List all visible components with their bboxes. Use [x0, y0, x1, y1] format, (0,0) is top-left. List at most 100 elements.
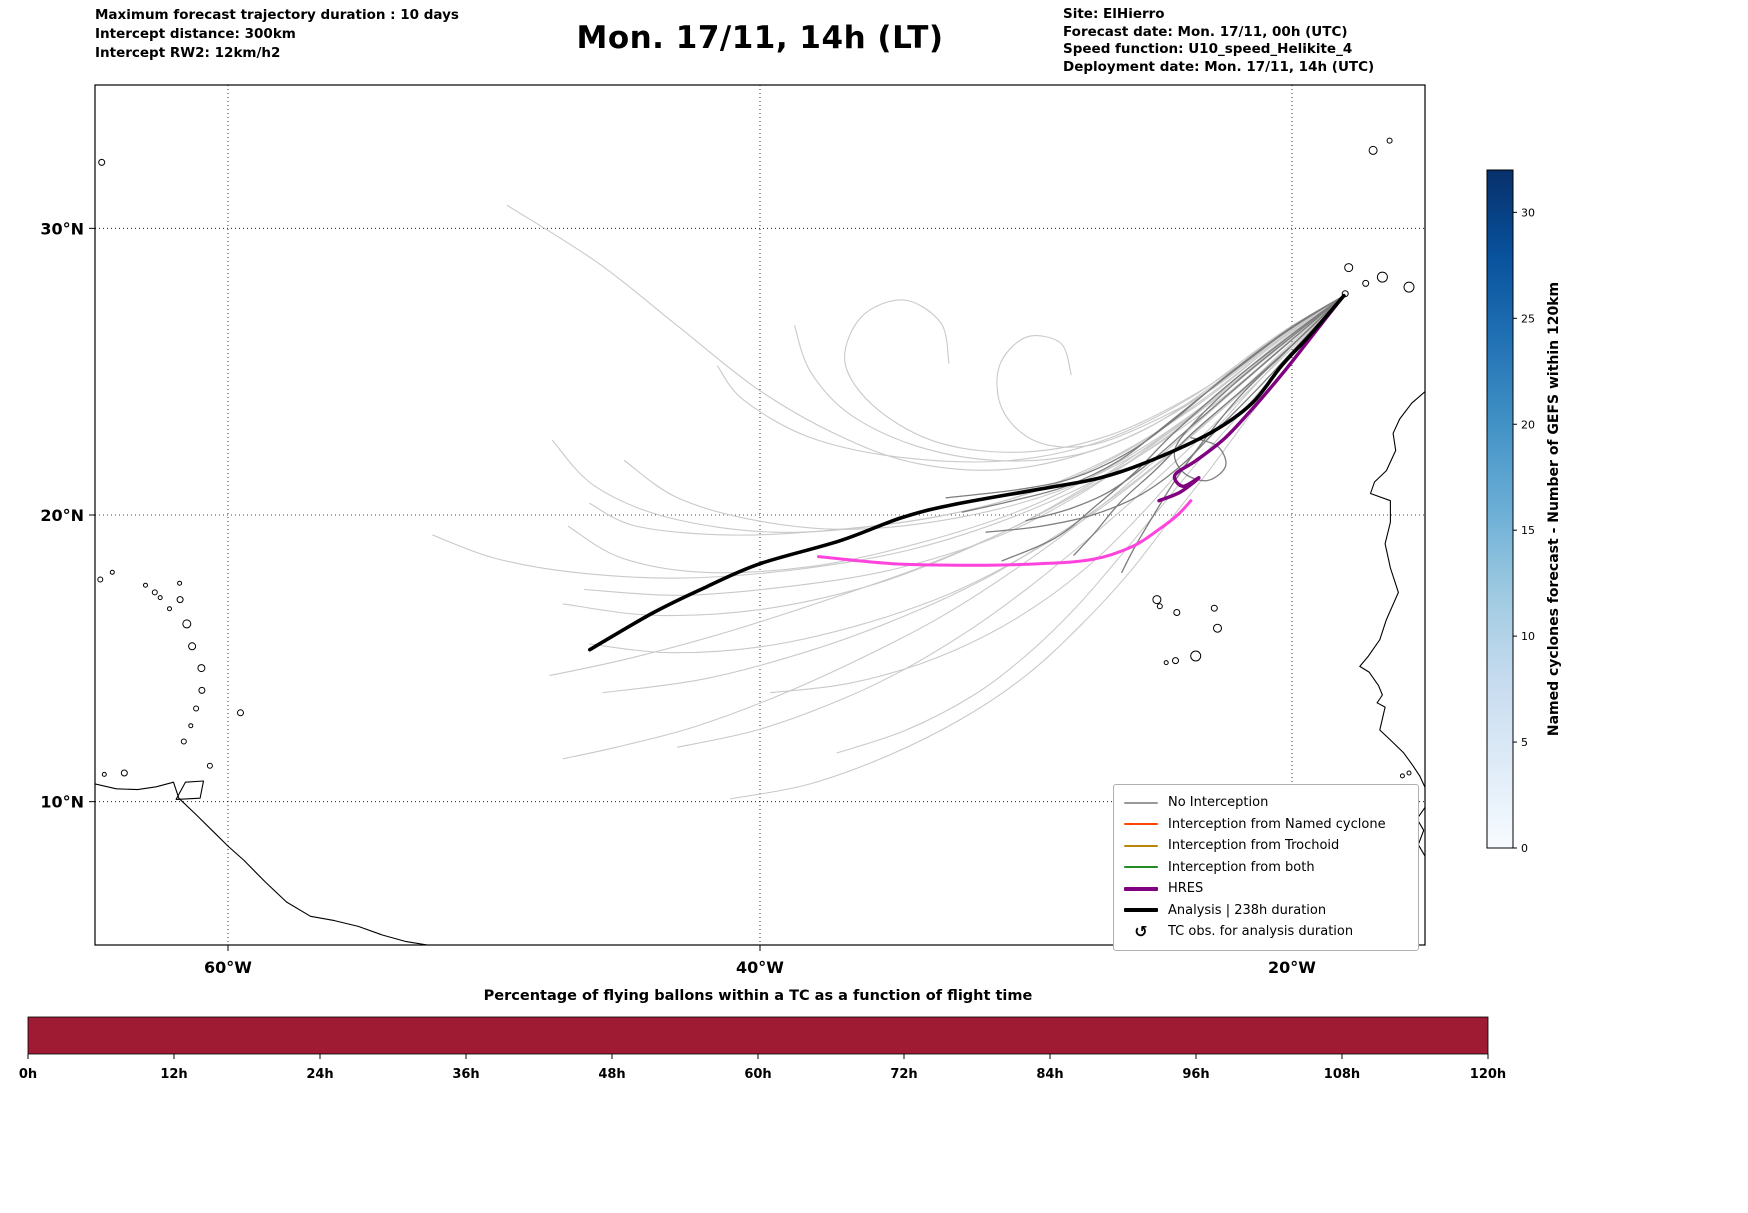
island — [98, 158, 106, 166]
colorbar — [1486, 169, 1514, 849]
lon-tick-label: 40°W — [736, 958, 784, 977]
island — [1376, 271, 1388, 283]
ensemble-trajectory-light — [506, 204, 1345, 471]
figure-title: Mon. 17/11, 14h (LT) — [576, 20, 944, 56]
island — [109, 569, 115, 575]
rotate-ccw-icon: ↺ — [1134, 921, 1148, 941]
island — [1344, 263, 1354, 273]
legend-item-label: Analysis | 238h duration — [1168, 902, 1327, 918]
bottom-tick-label: 96h — [1182, 1067, 1209, 1082]
map-layer — [95, 85, 1425, 945]
hres-trajectory — [1157, 295, 1345, 503]
island — [188, 723, 194, 729]
legend-line-swatch — [1124, 844, 1158, 847]
island — [1386, 137, 1393, 144]
colorbar-tick-label: 15 — [1521, 524, 1535, 537]
hres-magenta-trajectory — [817, 499, 1193, 567]
coastline — [1416, 806, 1425, 857]
ensemble-trajectory-light — [589, 295, 1345, 654]
island — [143, 582, 148, 588]
bottom-tick-label: 120h — [1470, 1067, 1506, 1082]
legend-item-label: HRES — [1168, 881, 1204, 897]
legend-item: Interception from Trochoid — [1124, 835, 1408, 857]
legend-item: Interception from Named cyclone — [1124, 814, 1408, 836]
island — [1406, 770, 1412, 776]
island — [193, 705, 200, 712]
island — [1172, 657, 1179, 665]
legend-line-sample — [1124, 886, 1158, 891]
ensemble-trajectory-light — [844, 295, 1345, 453]
percent-bar — [27, 1016, 1489, 1055]
ensemble-trajectory-light — [996, 295, 1345, 448]
ensemble-trajectory-dark — [961, 295, 1345, 513]
lon-tick-label: 60°W — [204, 958, 252, 977]
colorbar-tick-label: 5 — [1521, 736, 1528, 749]
island — [1368, 145, 1378, 155]
ensemble-trajectory-dark — [945, 295, 1345, 499]
colorbar-tick-label: 30 — [1521, 206, 1535, 219]
island — [1152, 595, 1162, 605]
legend-item: ↺ TC obs. for analysis duration — [1124, 921, 1408, 943]
bottom-tick-label: 12h — [160, 1067, 187, 1082]
ensemble-trajectory-light — [716, 295, 1345, 463]
legend-line-sample — [1124, 844, 1158, 847]
island — [167, 606, 172, 612]
island — [237, 709, 244, 717]
legend-item-label: TC obs. for analysis duration — [1168, 924, 1354, 940]
max-duration-text: Maximum forecast trajectory duration : 1… — [95, 7, 459, 23]
ensemble-trajectory-dark — [1025, 295, 1345, 522]
colorbar-tick-label: 20 — [1521, 418, 1535, 431]
island — [198, 686, 206, 694]
island — [1173, 609, 1181, 616]
legend-line-sample — [1124, 866, 1158, 869]
forecast-date-text: Forecast date: Mon. 17/11, 00h (UTC) — [1063, 23, 1348, 40]
ensemble-trajectory-dark — [1173, 295, 1345, 482]
legend-line-swatch — [1124, 886, 1158, 891]
lat-tick-label: 10°N — [40, 793, 84, 812]
legend-line-sample — [1124, 801, 1158, 804]
legend-line-swatch — [1124, 801, 1158, 804]
legend-box: No Interception Interception from Named c… — [1113, 784, 1419, 951]
deployment-date-text: Deployment date: Mon. 17/11, 14h (UTC) — [1063, 58, 1375, 75]
island — [206, 762, 213, 769]
island — [151, 589, 158, 596]
island — [97, 576, 104, 583]
coastline — [95, 781, 429, 945]
legend-item-label: No Interception — [1168, 795, 1269, 811]
analysis-trajectory — [588, 293, 1346, 652]
intercept-rw2-text: Intercept RW2: 12km/h2 — [95, 45, 281, 61]
bottom-tick-label: 36h — [452, 1067, 479, 1082]
island — [176, 596, 184, 604]
header-right-block: Site: ElHierro Forecast date: Mon. 17/11… — [1063, 6, 1374, 76]
bottom-tick-label: 60h — [744, 1067, 771, 1082]
ensemble-trajectory-light — [562, 295, 1345, 617]
legend-line-sample — [1124, 823, 1158, 826]
legend-item: Interception from both — [1124, 857, 1408, 879]
colorbar-tick-label: 0 — [1521, 842, 1528, 855]
lon-tick-label: 20°W — [1268, 958, 1316, 977]
island — [1403, 281, 1415, 293]
island — [180, 738, 187, 745]
island — [1362, 279, 1370, 287]
island — [177, 580, 183, 586]
island — [1156, 603, 1163, 610]
island — [1213, 623, 1222, 633]
speed-function-text: Speed function: U10_speed_Helikite_4 — [1063, 41, 1353, 57]
legend-line-sample — [1124, 908, 1158, 913]
bottom-tick-label: 108h — [1324, 1067, 1360, 1082]
ensemble-trajectory-light — [770, 295, 1345, 694]
bottom-chart-title: Percentage of flying ballons within a TC… — [483, 988, 1033, 1004]
lat-tick-label: 30°N — [40, 219, 84, 238]
coastline — [175, 780, 205, 800]
island — [1210, 604, 1218, 612]
legend-item-label: Interception from both — [1168, 859, 1315, 875]
colorbar-axis-label: Named cyclones forecast - Number of GEFS… — [1546, 281, 1562, 737]
ensemble-trajectory-light — [432, 295, 1345, 579]
island — [1190, 650, 1202, 662]
island — [188, 642, 197, 651]
header-left-block: Maximum forecast trajectory duration : 1… — [95, 6, 459, 63]
bottom-tick-label: 48h — [598, 1067, 625, 1082]
legend-item-label: Interception from Trochoid — [1168, 838, 1340, 854]
ensemble-trajectory-dark — [1001, 295, 1345, 562]
